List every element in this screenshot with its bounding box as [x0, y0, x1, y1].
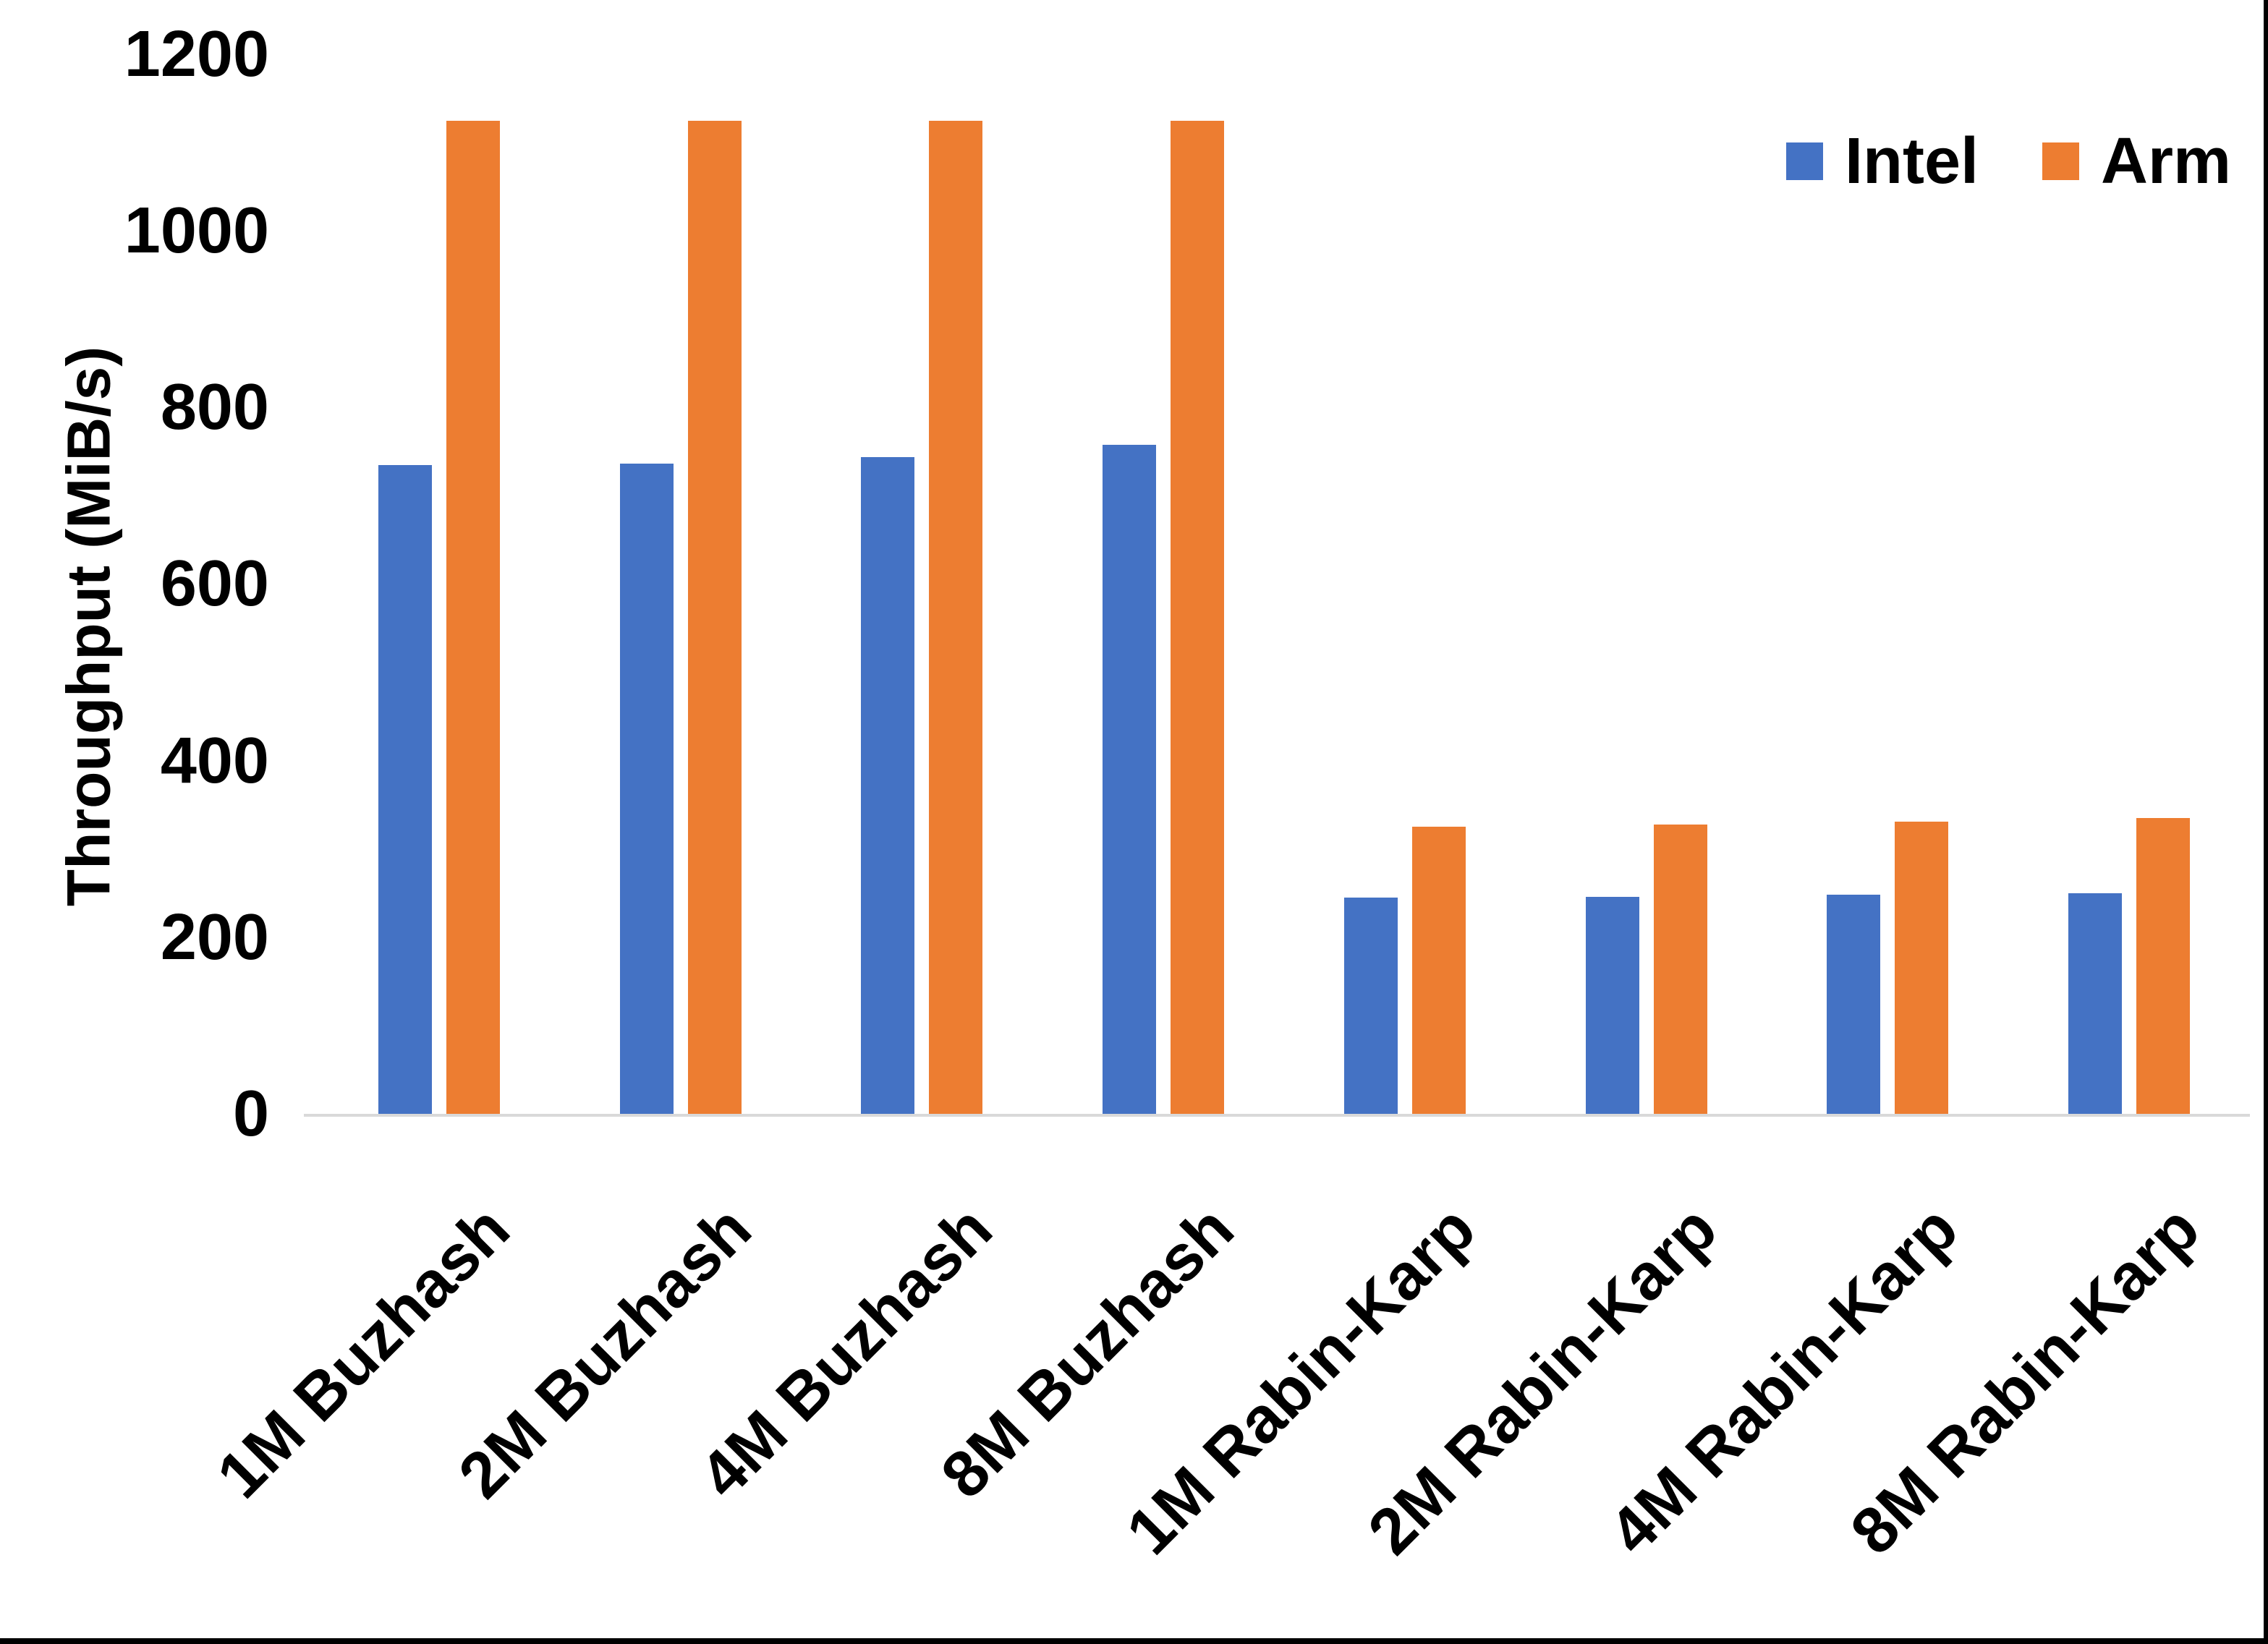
legend: Intel Arm	[1786, 129, 2231, 194]
bar-intel-8m-buzhash	[1103, 445, 1156, 1114]
bar-arm-1m-rabin-karp	[1412, 827, 1466, 1114]
legend-swatch-intel	[1786, 142, 1823, 180]
legend-swatch-arm	[2042, 142, 2080, 180]
y-tick-label-400: 400	[160, 725, 269, 797]
legend-item-intel: Intel	[1786, 129, 1979, 194]
legend-label-intel: Intel	[1845, 125, 1979, 197]
bar-intel-4m-buzhash	[861, 457, 914, 1114]
bar-intel-1m-rabin-karp	[1344, 898, 1398, 1114]
bar-arm-8m-buzhash	[1171, 121, 1224, 1114]
x-axis-line	[304, 1114, 2250, 1117]
y-tick-label-0: 0	[232, 1078, 269, 1150]
y-tick-label-1200: 1200	[124, 18, 269, 90]
y-tick-label-800: 800	[160, 371, 269, 443]
bar-arm-4m-rabin-karp	[1895, 822, 1948, 1114]
legend-label-arm: Arm	[2101, 125, 2232, 197]
frame-bottom-border	[0, 1638, 2268, 1644]
bar-arm-2m-buzhash	[688, 121, 742, 1114]
bar-arm-4m-buzhash	[929, 121, 982, 1114]
bar-intel-4m-rabin-karp	[1827, 895, 1880, 1114]
bar-intel-1m-buzhash	[378, 465, 432, 1114]
bar-intel-2m-buzhash	[620, 464, 674, 1114]
bar-arm-8m-rabin-karp	[2136, 818, 2190, 1114]
y-tick-label-200: 200	[160, 901, 269, 974]
plot-area	[318, 54, 2250, 1114]
bar-arm-1m-buzhash	[446, 121, 500, 1114]
bar-intel-8m-rabin-karp	[2068, 893, 2122, 1114]
bar-intel-2m-rabin-karp	[1586, 897, 1639, 1114]
legend-item-arm: Arm	[2042, 129, 2231, 194]
frame-right-border	[2264, 0, 2268, 1644]
y-tick-label-1000: 1000	[124, 195, 269, 267]
bar-arm-2m-rabin-karp	[1654, 825, 1707, 1114]
y-tick-label-600: 600	[160, 548, 269, 620]
